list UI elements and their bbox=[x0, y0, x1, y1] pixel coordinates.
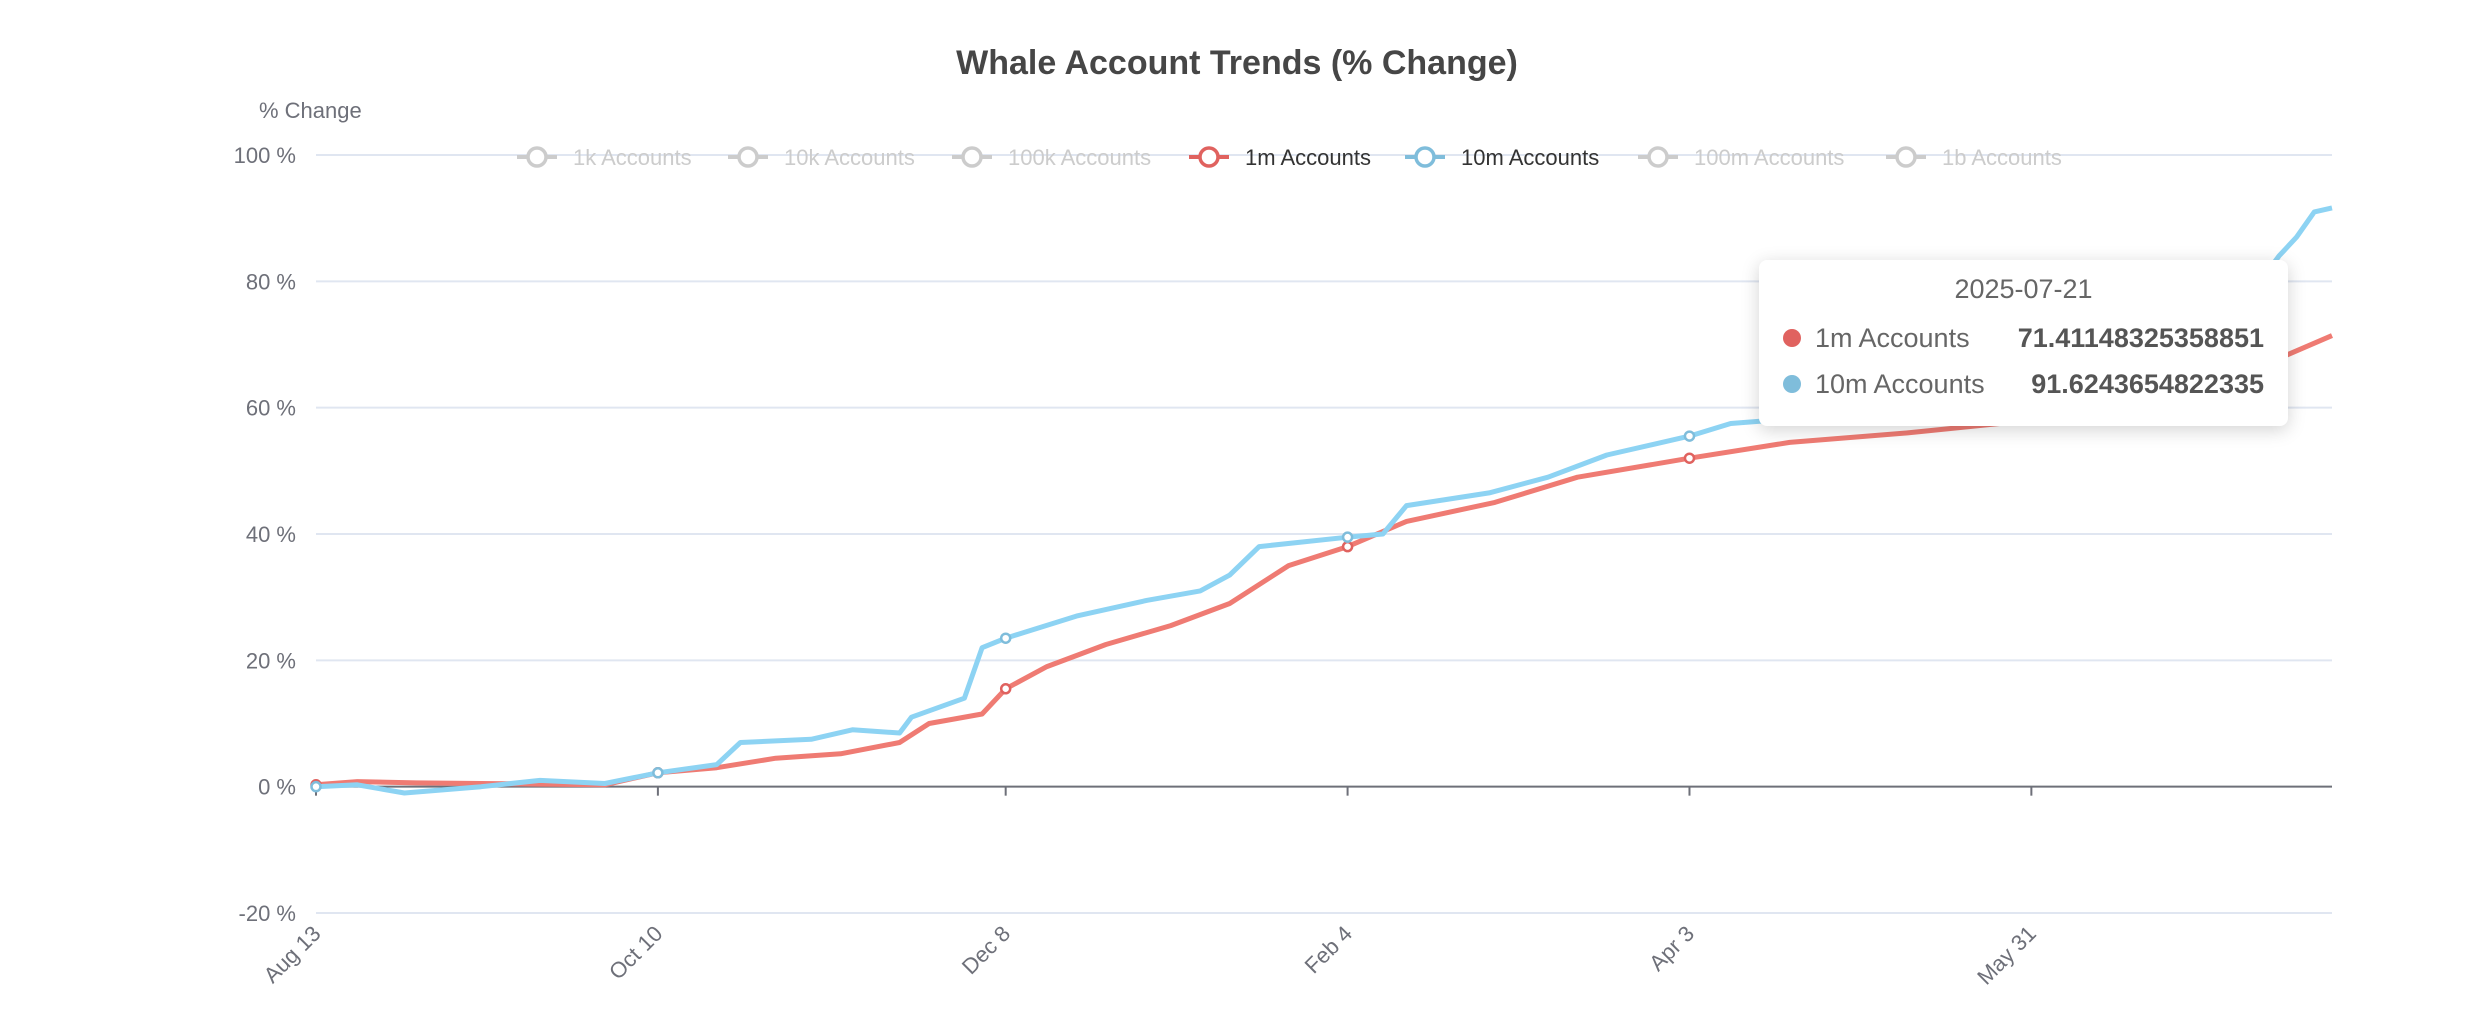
x-tick-label: Apr 3 bbox=[1644, 921, 1699, 976]
tooltip-date: 2025-07-21 bbox=[1954, 274, 2093, 304]
y-tick-label: 20 % bbox=[246, 648, 296, 673]
data-point bbox=[999, 683, 1012, 695]
legend-circle-icon bbox=[961, 146, 983, 168]
y-tick-label: 100 % bbox=[234, 143, 296, 168]
legend-circle-icon bbox=[1647, 146, 1669, 168]
series-dot-icon bbox=[1783, 329, 1801, 347]
data-point bbox=[310, 780, 322, 793]
legend-circle-icon bbox=[1414, 146, 1436, 168]
tooltip-series-value: 71.41148325358851 bbox=[2017, 322, 2264, 353]
y-tick-label: 40 % bbox=[246, 522, 296, 547]
data-point bbox=[652, 767, 664, 779]
chart-title: Whale Account Trends (% Change) bbox=[956, 44, 1518, 82]
legend-label: 1k Accounts bbox=[573, 145, 692, 170]
legend-item-1k-accounts[interactable]: 1k Accounts bbox=[517, 145, 692, 170]
x-tick-label: Dec 8 bbox=[957, 921, 1015, 979]
legend-item-10k-accounts[interactable]: 10k Accounts bbox=[728, 145, 915, 170]
legend-circle-icon bbox=[737, 146, 759, 168]
data-point bbox=[999, 632, 1012, 644]
x-tick-label: Oct 10 bbox=[604, 921, 668, 985]
y-axis-label: % Change bbox=[259, 98, 362, 123]
legend-label: 1b Accounts bbox=[1942, 145, 2062, 170]
x-tick-label: Feb 4 bbox=[1300, 921, 1357, 978]
data-point bbox=[1341, 540, 1354, 553]
legend-item-10m-accounts[interactable]: 10m Accounts bbox=[1405, 145, 1599, 170]
legend-label: 100k Accounts bbox=[1008, 145, 1151, 170]
legend-item-1b-accounts[interactable]: 1b Accounts bbox=[1886, 145, 2062, 170]
data-point bbox=[1683, 452, 1696, 464]
legend-label: 1m Accounts bbox=[1245, 145, 1371, 170]
legend-circle-icon bbox=[1198, 146, 1220, 168]
tooltip-series-value: 91.6243654822335 bbox=[2031, 368, 2264, 399]
legend-item-100k-accounts[interactable]: 100k Accounts bbox=[952, 145, 1151, 170]
tooltip-row-1m: 1m Accounts 71.41148325358851 bbox=[1783, 315, 2264, 361]
y-tick-label: 0 % bbox=[258, 775, 296, 800]
legend-circle-icon bbox=[526, 146, 548, 168]
tooltip-series-name: 1m Accounts bbox=[1815, 322, 1970, 353]
y-tick-label: -20 % bbox=[239, 901, 296, 926]
x-tick-label: Aug 13 bbox=[259, 921, 326, 988]
legend-item-100m-accounts[interactable]: 100m Accounts bbox=[1638, 145, 1844, 170]
legend-label: 10k Accounts bbox=[784, 145, 915, 170]
data-point bbox=[1683, 430, 1696, 442]
legend-item-1m-accounts[interactable]: 1m Accounts bbox=[1189, 145, 1371, 170]
y-tick-label: 80 % bbox=[246, 269, 296, 294]
x-tick-label: May 31 bbox=[1972, 921, 2041, 990]
legend-label: 10m Accounts bbox=[1461, 145, 1599, 170]
tooltip: 2025-07-21 1m Accounts 71.41148325358851… bbox=[1759, 260, 2288, 426]
y-tick-label: 60 % bbox=[246, 396, 296, 421]
data-point bbox=[1341, 531, 1354, 543]
legend-label: 100m Accounts bbox=[1694, 145, 1844, 170]
legend-circle-icon bbox=[1895, 146, 1917, 168]
tooltip-series-name: 10m Accounts bbox=[1815, 368, 1985, 399]
series-dot-icon bbox=[1783, 375, 1801, 393]
tooltip-row-10m: 10m Accounts 91.6243654822335 bbox=[1783, 361, 2264, 407]
